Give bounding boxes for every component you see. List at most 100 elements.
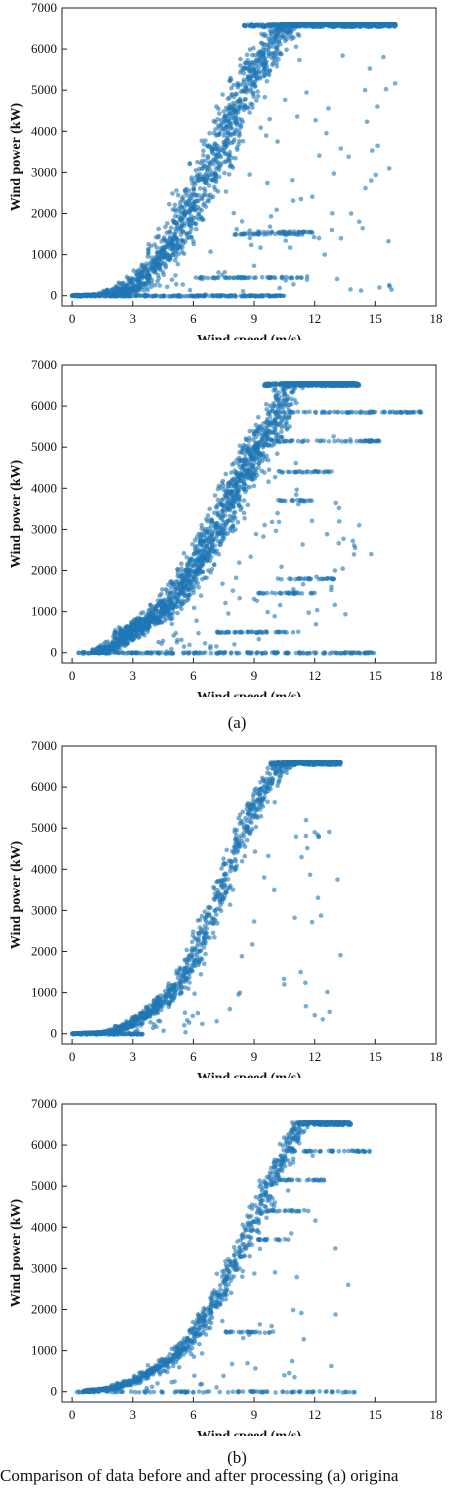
data-point (238, 293, 243, 299)
data-point (279, 275, 285, 281)
data-point (219, 272, 225, 278)
data-point (182, 187, 188, 193)
data-point (322, 252, 328, 257)
data-point (217, 111, 222, 116)
data-point (269, 408, 275, 414)
data-point (221, 133, 227, 138)
data-point (179, 566, 184, 571)
data-point (223, 294, 228, 299)
data-point (259, 62, 265, 67)
data-point (122, 631, 128, 637)
data-point (216, 513, 221, 518)
data-point (241, 486, 247, 492)
data-point (313, 117, 318, 123)
data-point (250, 477, 255, 482)
data-point (229, 85, 234, 91)
data-point (183, 584, 188, 590)
data-point (191, 562, 197, 568)
data-point (240, 119, 245, 125)
data-point (386, 166, 392, 171)
data-point (252, 468, 257, 473)
data-point (254, 456, 260, 462)
data-point (228, 126, 234, 131)
data-point (229, 115, 235, 121)
data-point (286, 24, 292, 29)
data-point (190, 542, 195, 547)
data-point (219, 480, 225, 486)
data-point (181, 251, 187, 257)
data-point (224, 489, 230, 495)
data-point (362, 87, 368, 93)
data-point (232, 119, 237, 124)
data-point (194, 215, 199, 220)
data-point (269, 418, 275, 424)
data-point (209, 146, 214, 151)
data-point (324, 130, 329, 136)
data-point (279, 419, 285, 424)
data-point (208, 168, 213, 173)
data-point (259, 31, 264, 37)
data-point (229, 470, 234, 475)
data-point (173, 273, 178, 278)
data-point (278, 293, 283, 299)
data-point (172, 202, 178, 208)
data-point (187, 161, 193, 166)
data-point (264, 438, 269, 444)
data-point (304, 90, 309, 95)
data-point (160, 294, 166, 299)
data-point (338, 235, 344, 241)
data-point (233, 294, 238, 299)
x-tick-label: 15 (369, 311, 382, 326)
data-point (255, 414, 261, 420)
data-point (171, 231, 177, 237)
data-point (247, 235, 253, 241)
data-point (187, 287, 193, 293)
data-point (377, 285, 382, 290)
data-point (189, 218, 194, 223)
data-point (253, 446, 259, 452)
data-point (165, 607, 170, 612)
data-point (233, 156, 238, 161)
data-point (271, 44, 276, 49)
data-point (319, 22, 324, 28)
data-point (216, 106, 221, 111)
data-point (138, 275, 143, 280)
data-point (117, 646, 122, 652)
data-point (226, 172, 232, 177)
data-point (239, 82, 244, 87)
data-point (262, 66, 267, 72)
data-point (129, 288, 135, 293)
data-point (194, 535, 200, 540)
data-point (215, 275, 221, 281)
data-point (214, 505, 219, 510)
data-point (117, 632, 122, 638)
data-point (138, 611, 144, 616)
data-point (363, 185, 368, 191)
data-point (179, 223, 185, 228)
data-point (207, 506, 212, 512)
data-point (297, 57, 302, 63)
data-point (211, 118, 216, 124)
data-point (375, 143, 381, 149)
data-point (89, 293, 94, 298)
data-point (241, 510, 247, 516)
data-point (175, 293, 181, 298)
data-point (253, 293, 259, 298)
data-point (364, 119, 370, 125)
data-point (231, 275, 236, 281)
data-point (248, 89, 253, 94)
x-tick-label: 9 (251, 311, 258, 326)
data-point (204, 529, 209, 534)
data-point (248, 101, 253, 107)
data-point (365, 23, 370, 28)
data-point (215, 486, 221, 492)
data-point (113, 635, 118, 640)
data-point (235, 85, 241, 90)
data-point (262, 59, 267, 64)
data-point (169, 605, 174, 611)
data-point (191, 238, 196, 244)
data-point (217, 153, 223, 158)
data-point (281, 230, 287, 235)
data-point (278, 35, 284, 40)
data-point (227, 112, 232, 117)
